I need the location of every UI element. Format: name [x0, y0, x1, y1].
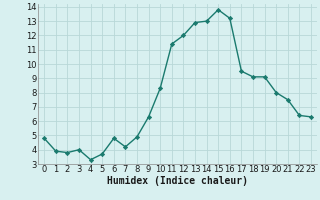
X-axis label: Humidex (Indice chaleur): Humidex (Indice chaleur) — [107, 176, 248, 186]
